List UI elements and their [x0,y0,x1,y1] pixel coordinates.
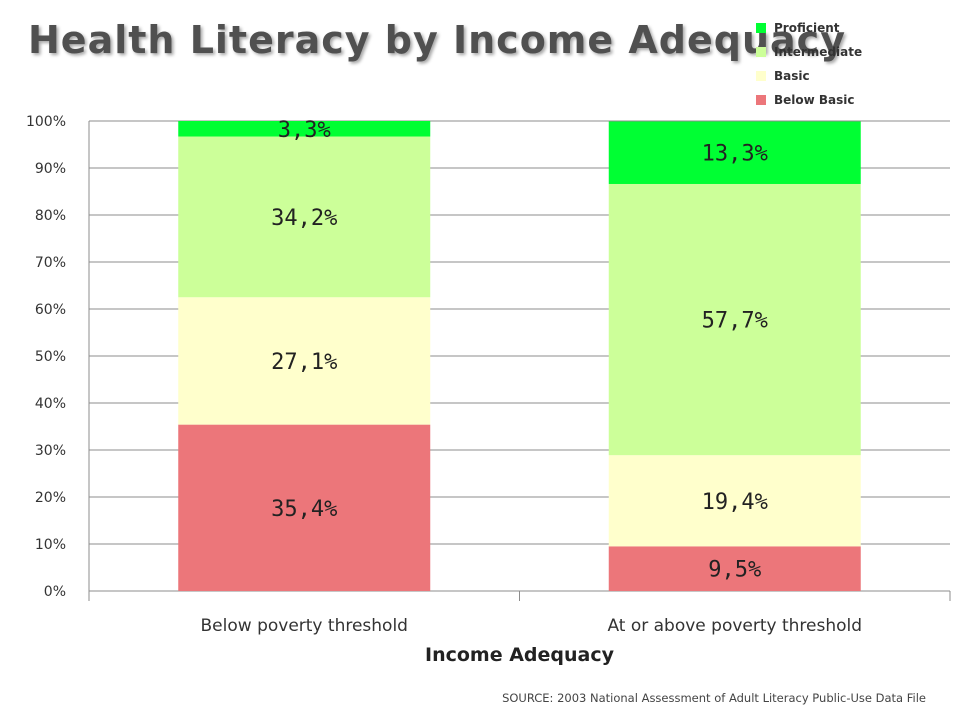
bar-segment [608,183,861,456]
data-label: 13,3% [702,142,768,167]
legend-swatch [756,71,766,81]
bar-segment [608,121,861,184]
legend-swatch [756,47,766,57]
bar-segment [178,424,431,591]
x-tick-label: At or above poverty threshold [607,616,862,636]
bar-segment [608,546,861,591]
x-axis-title: Income Adequacy [425,644,615,666]
y-tick-label: 100% [26,114,66,130]
y-tick-label: 10% [35,537,66,553]
y-tick-label: 60% [35,302,66,318]
legend-swatch [756,95,766,105]
y-tick-label: 20% [35,490,66,506]
bar-segment [178,121,431,137]
bar-segment [608,455,861,547]
data-label: 9,5% [708,558,761,583]
chart-legend: Proficient Intermediate Basic Below Basic [756,16,862,112]
legend-label: Proficient [774,21,840,35]
x-tick-label: Below poverty threshold [201,616,408,636]
y-tick-label: 50% [35,349,66,365]
y-tick-label: 80% [35,208,66,224]
data-label: 35,4% [271,497,337,522]
bar-segment [178,136,431,298]
chart-title: Health Literacy by Income Adequacy [28,18,846,62]
legend-item: Basic [756,64,862,88]
legend-item: Proficient [756,16,862,40]
legend-item: Intermediate [756,40,862,64]
y-tick-label: 40% [35,396,66,412]
legend-label: Basic [774,69,810,83]
y-tick-label: 0% [44,584,66,600]
legend-swatch [756,23,766,33]
data-label: 34,2% [271,206,337,231]
data-label: 27,1% [271,350,337,375]
y-tick-label: 70% [35,255,66,271]
legend-label: Intermediate [774,45,863,59]
y-tick-label: 30% [35,443,66,459]
data-label: 57,7% [702,309,768,334]
data-label: 19,4% [702,490,768,515]
data-label: 3,3% [278,118,331,143]
y-tick-label: 90% [35,161,66,177]
bar-segment [178,297,431,425]
legend-item: Below Basic [756,88,862,112]
legend-label: Below Basic [774,93,855,107]
source-note: SOURCE: 2003 National Assessment of Adul… [502,691,926,705]
